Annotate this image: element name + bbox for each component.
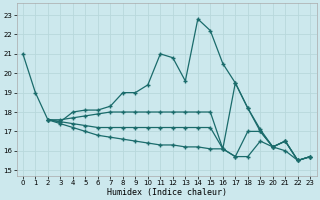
X-axis label: Humidex (Indice chaleur): Humidex (Indice chaleur) (107, 188, 227, 197)
